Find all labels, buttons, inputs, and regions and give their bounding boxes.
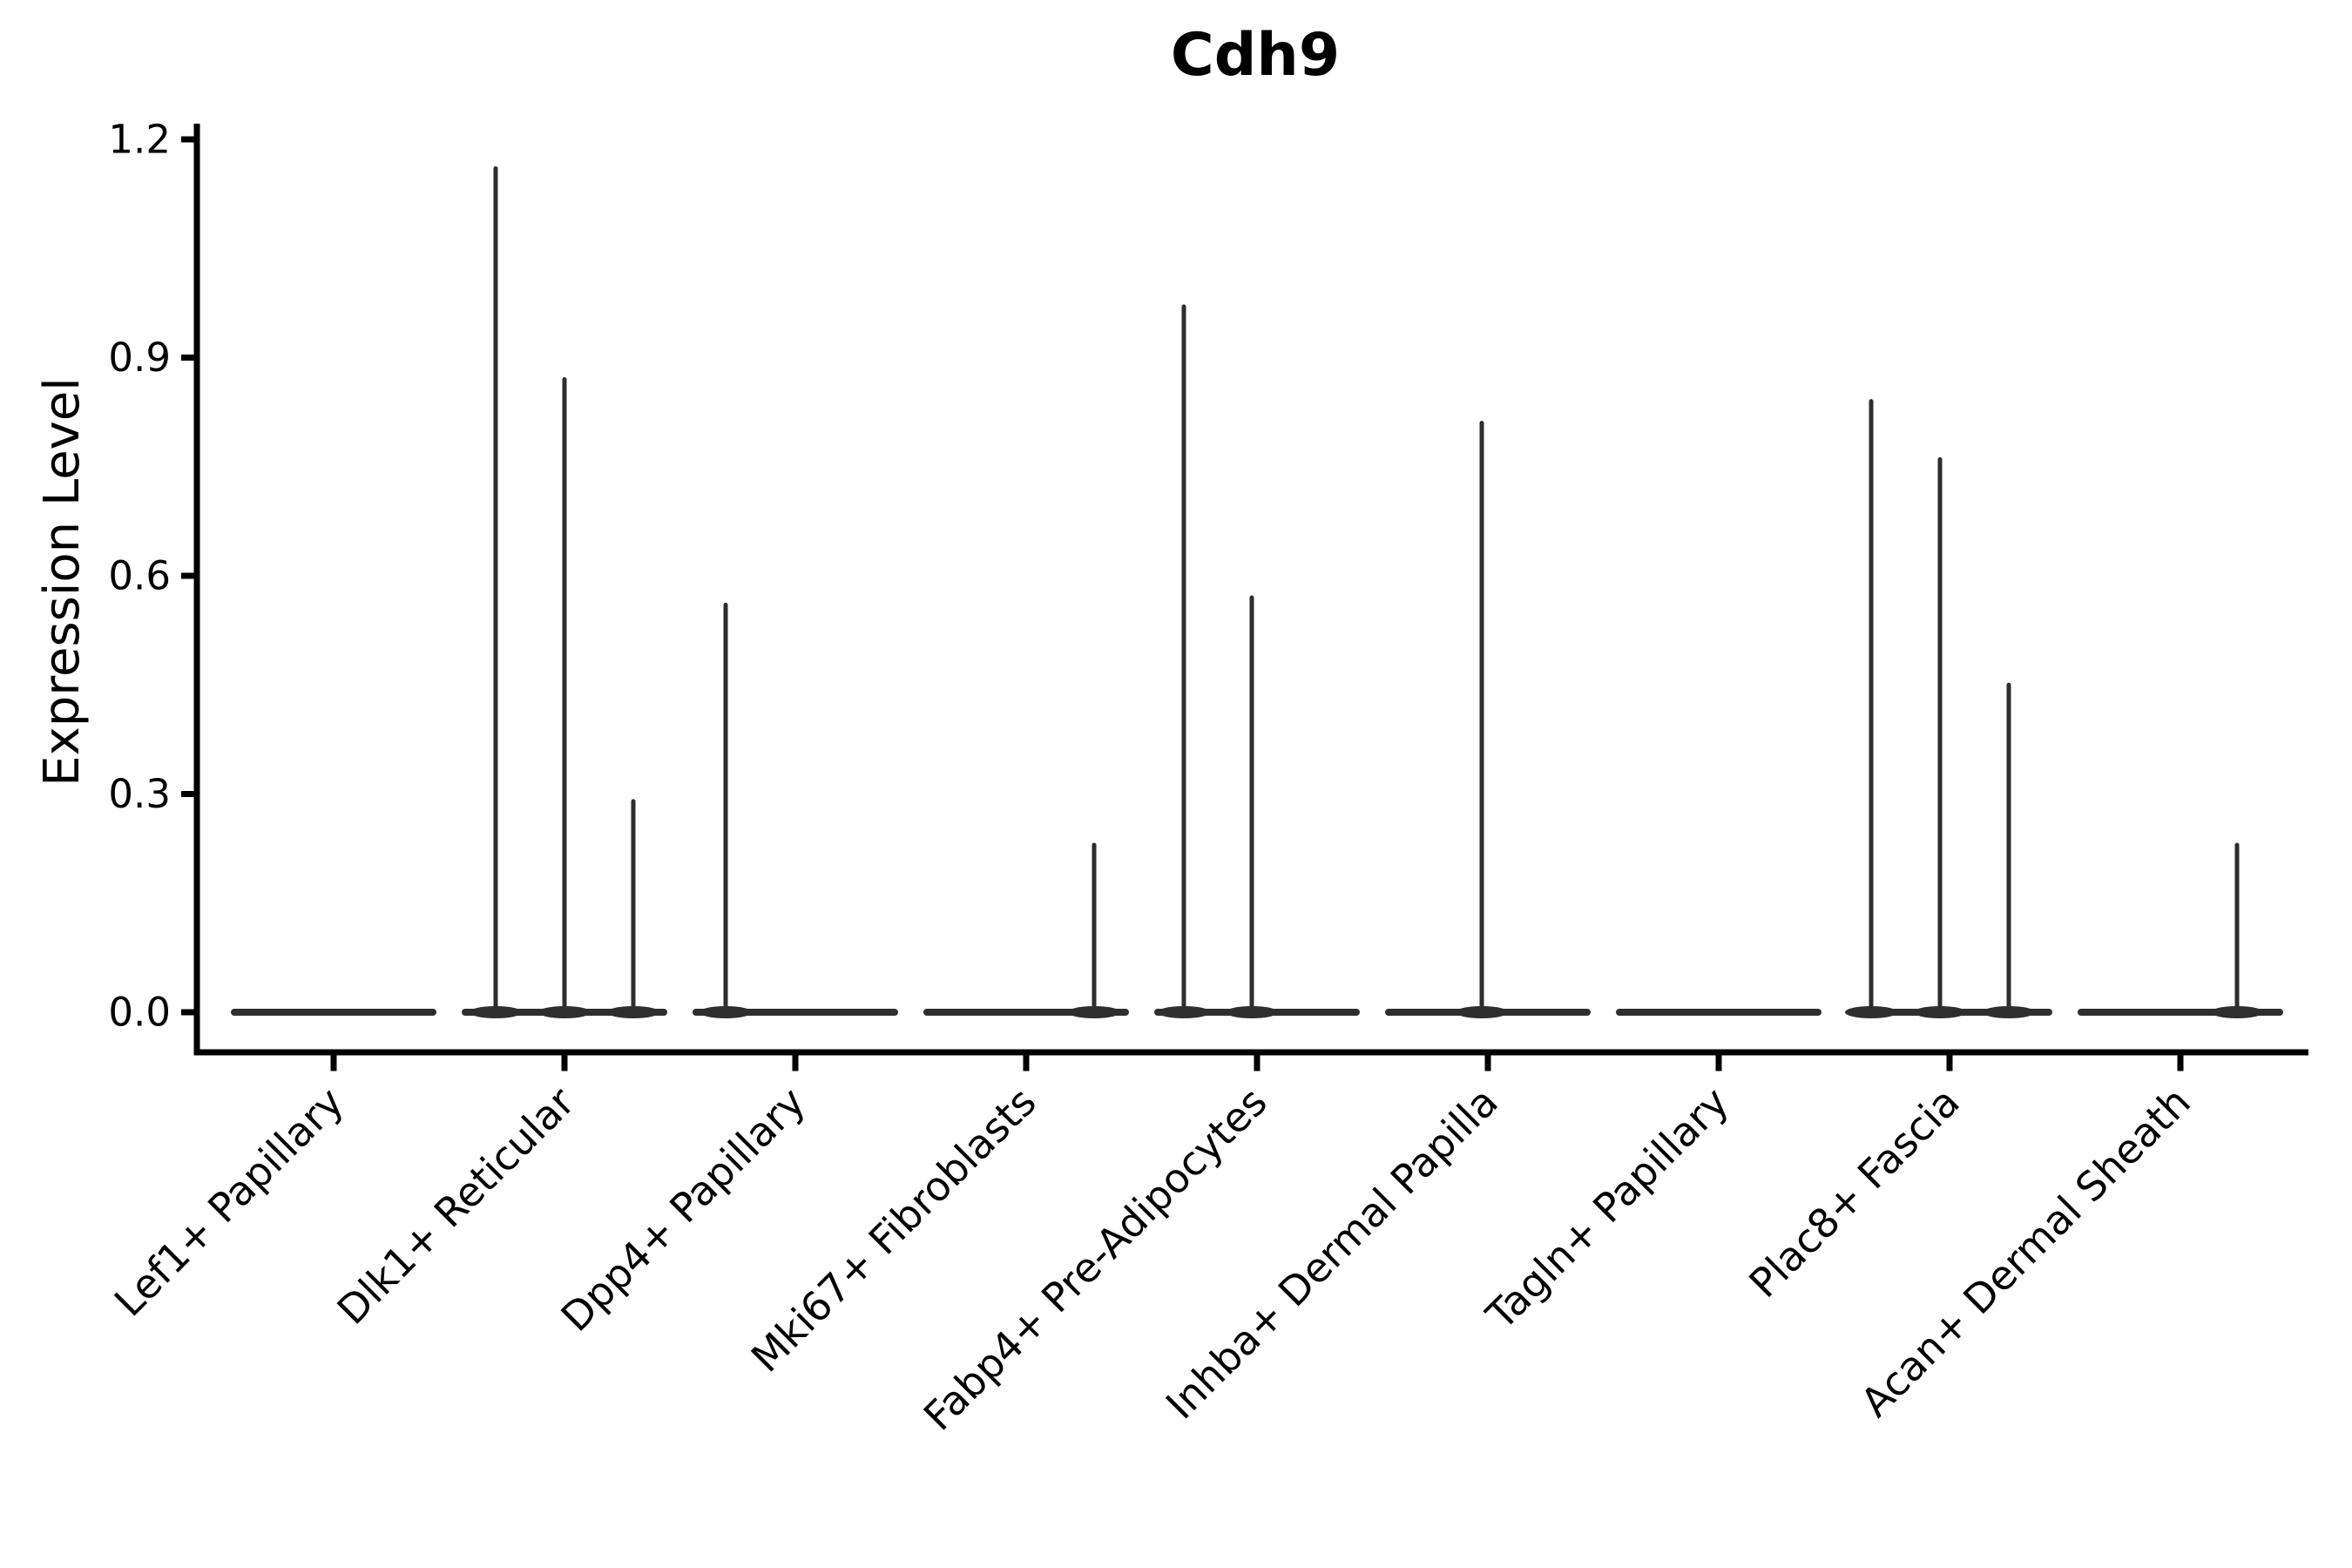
violin-body <box>231 1009 436 1016</box>
chart-title: Cdh9 <box>1170 21 1341 90</box>
y-tick-label: 1.2 <box>108 117 171 163</box>
y-tick-label: 0.0 <box>108 990 171 1036</box>
x-tick-label: Plac8+ Fascia <box>1740 1078 1968 1307</box>
x-tick-label: Dlk1+ Reticular <box>328 1078 584 1334</box>
y-tick-label: 0.3 <box>108 771 171 817</box>
y-tick-label: 0.6 <box>108 553 171 599</box>
y-tick-label: 0.9 <box>108 335 171 381</box>
violin-body <box>1616 1009 1821 1016</box>
x-tick-label: Lef1+ Papillary <box>105 1078 353 1326</box>
x-tick-label: Tagln+ Papillary <box>1477 1078 1738 1340</box>
x-tick-label: Dpp4+ Papillary <box>552 1078 814 1341</box>
